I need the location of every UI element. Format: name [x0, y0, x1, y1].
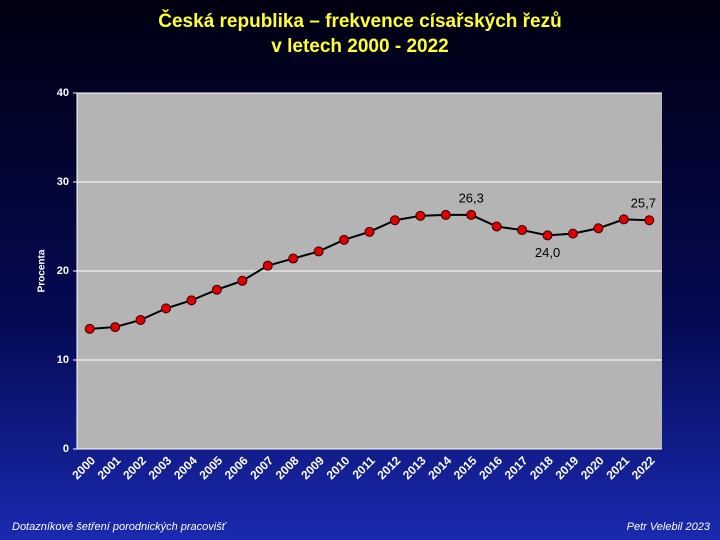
marker — [618, 214, 629, 225]
y-tick-label: 40 — [57, 87, 69, 99]
y-tick-label: 20 — [57, 265, 69, 277]
marker — [389, 215, 400, 226]
y-tick-label: 30 — [57, 176, 69, 188]
marker — [135, 314, 146, 325]
marker — [288, 253, 299, 264]
marker — [567, 228, 578, 239]
marker — [237, 275, 248, 286]
marker — [466, 209, 477, 220]
marker — [415, 210, 426, 221]
marker — [364, 226, 375, 237]
marker — [186, 295, 197, 306]
marker — [110, 322, 121, 333]
marker — [644, 215, 655, 226]
y-tick-label: 10 — [57, 354, 69, 366]
data-label: 24,0 — [535, 245, 560, 260]
chart-title: Česká republika – frekvence císařských ř… — [158, 10, 561, 32]
marker — [84, 323, 95, 334]
data-label: 25,7 — [631, 196, 656, 211]
marker — [517, 225, 528, 236]
marker — [491, 221, 502, 232]
marker — [542, 230, 553, 241]
marker — [262, 260, 273, 271]
marker — [161, 303, 172, 314]
chart-title: v letech 2000 - 2022 — [271, 36, 448, 57]
marker — [339, 234, 350, 245]
y-axis-label: Procenta — [37, 249, 48, 292]
marker — [593, 223, 604, 234]
marker — [440, 209, 451, 220]
marker — [313, 246, 324, 257]
data-label: 26,3 — [459, 190, 484, 205]
y-tick-label: 0 — [63, 443, 69, 455]
footer-right: Petr Velebil 2023 — [627, 521, 711, 533]
footer-left: Dotazníkové šetření porodnických pracovi… — [12, 521, 228, 533]
marker — [211, 284, 222, 295]
